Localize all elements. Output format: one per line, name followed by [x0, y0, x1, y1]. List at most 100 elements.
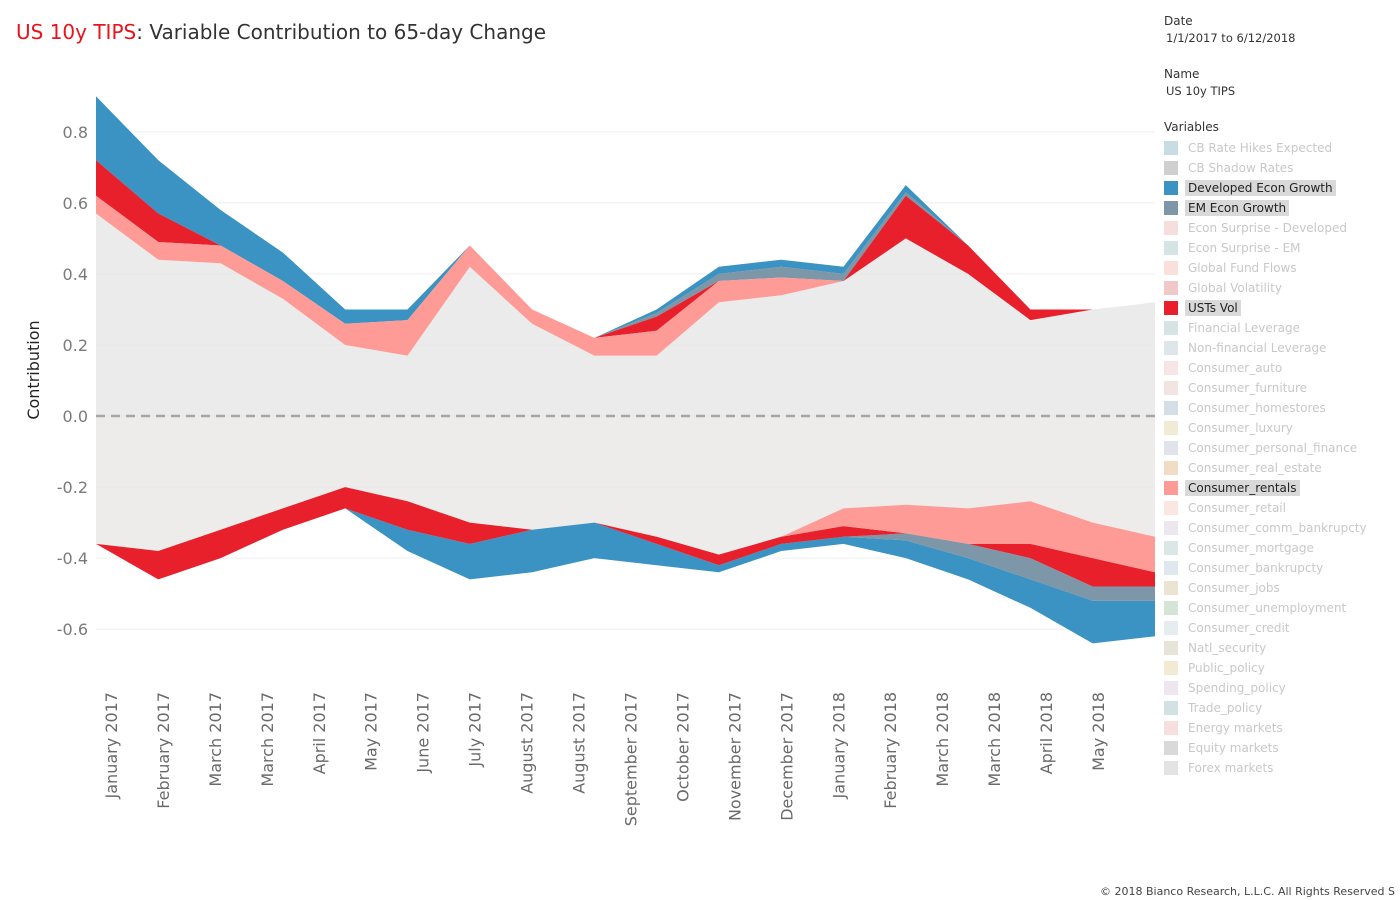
legend-label: Consumer_auto — [1188, 361, 1283, 375]
legend-swatch — [1164, 461, 1178, 475]
legend-item[interactable]: Consumer_luxury — [1164, 418, 1400, 438]
x-tick-label: October 2017 — [673, 692, 692, 802]
legend-label: Consumer_real_estate — [1188, 461, 1322, 475]
area-developed-econ-growth-negative — [96, 508, 1155, 644]
legend-item[interactable]: Developed Econ Growth — [1164, 178, 1400, 198]
legend-item[interactable]: CB Rate Hikes Expected — [1164, 138, 1400, 158]
legend-swatch — [1164, 521, 1178, 535]
legend-item[interactable]: EM Econ Growth — [1164, 198, 1400, 218]
legend-swatch — [1164, 321, 1178, 335]
legend-item[interactable]: Consumer_real_estate — [1164, 458, 1400, 478]
legend-swatch — [1164, 621, 1178, 635]
area-layer — [96, 96, 1155, 644]
x-tick-label: April 2017 — [310, 692, 329, 774]
legend-item[interactable]: Econ Surprise - EM — [1164, 238, 1400, 258]
legend-item[interactable]: Energy markets — [1164, 718, 1400, 738]
x-tick-label: May 2018 — [1089, 692, 1108, 771]
legend-label: Forex markets — [1188, 761, 1274, 775]
legend-swatch — [1164, 301, 1178, 315]
legend-label: Global Volatility — [1188, 281, 1282, 295]
legend-swatch — [1164, 541, 1178, 555]
legend-swatch — [1164, 221, 1178, 235]
x-tick-label: January 2017 — [102, 692, 121, 799]
legend-item[interactable]: Consumer_homestores — [1164, 398, 1400, 418]
legend-item[interactable]: Consumer_bankrupcty — [1164, 558, 1400, 578]
legend-label: USTs Vol — [1185, 300, 1241, 316]
legend-item[interactable]: CB Shadow Rates — [1164, 158, 1400, 178]
title-accent: US 10y TIPS — [16, 20, 137, 44]
legend-label: Developed Econ Growth — [1185, 180, 1336, 196]
legend-item[interactable]: Equity markets — [1164, 738, 1400, 758]
y-tick-label: 0.8 — [63, 123, 88, 142]
legend-label: Consumer_credit — [1188, 621, 1290, 635]
name-filter-value: US 10y TIPS — [1166, 84, 1236, 98]
legend-label: Public_policy — [1188, 661, 1265, 675]
legend-item[interactable]: Consumer_comm_bankrupcty — [1164, 518, 1400, 538]
legend-label: Consumer_mortgage — [1188, 541, 1314, 555]
filter-panel: Date 1/1/2017 to 6/12/2018 Name US 10y T… — [1164, 14, 1400, 778]
legend-item[interactable]: Consumer_auto — [1164, 358, 1400, 378]
legend-item[interactable]: Consumer_mortgage — [1164, 538, 1400, 558]
legend-item[interactable]: Trade_policy — [1164, 698, 1400, 718]
legend-swatch — [1164, 641, 1178, 655]
legend-swatch — [1164, 341, 1178, 355]
copyright-notice: © 2018 Bianco Research, L.L.C. All Right… — [1100, 885, 1395, 898]
x-tick-label: July 2017 — [466, 692, 485, 768]
legend-item[interactable]: Forex markets — [1164, 758, 1400, 778]
name-filter-label: Name — [1164, 67, 1200, 81]
legend-item[interactable]: Consumer_rentals — [1164, 478, 1400, 498]
legend-item[interactable]: Financial Leverage — [1164, 318, 1400, 338]
y-tick-label: 0.6 — [63, 194, 88, 213]
legend-label: Econ Surprise - EM — [1188, 241, 1301, 255]
legend-label: Energy markets — [1188, 721, 1283, 735]
legend-item[interactable]: Econ Surprise - Developed — [1164, 218, 1400, 238]
area-consumer-rentals-negative — [96, 487, 1155, 573]
legend-swatch — [1164, 661, 1178, 675]
date-filter[interactable]: Date 1/1/2017 to 6/12/2018 — [1164, 14, 1400, 45]
legend-swatch — [1164, 141, 1178, 155]
legend-item[interactable]: Consumer_jobs — [1164, 578, 1400, 598]
legend-swatch — [1164, 201, 1178, 215]
legend-swatch — [1164, 281, 1178, 295]
legend-label: Natl_security — [1188, 641, 1267, 655]
legend-item[interactable]: Consumer_furniture — [1164, 378, 1400, 398]
legend-label: Financial Leverage — [1188, 321, 1300, 335]
legend-label: Consumer_jobs — [1188, 581, 1280, 595]
legend-label: Econ Surprise - Developed — [1188, 221, 1347, 235]
name-filter[interactable]: Name US 10y TIPS — [1164, 67, 1400, 98]
legend-swatch — [1164, 721, 1178, 735]
legend-label: CB Rate Hikes Expected — [1188, 141, 1333, 155]
legend-item[interactable]: Consumer_unemployment — [1164, 598, 1400, 618]
y-tick-label: 0.0 — [63, 407, 88, 426]
legend-label: Non-financial Leverage — [1188, 341, 1327, 355]
area-usts-vol-positive — [96, 160, 1155, 338]
legend-label: Consumer_retail — [1188, 501, 1286, 515]
legend-item[interactable]: Non-financial Leverage — [1164, 338, 1400, 358]
variables-legend: CB Rate Hikes Expected CB Shadow Rates Dev… — [1164, 138, 1400, 778]
legend-swatch — [1164, 421, 1178, 435]
legend-item[interactable]: Consumer_credit — [1164, 618, 1400, 638]
date-filter-value: 1/1/2017 to 6/12/2018 — [1166, 31, 1296, 45]
y-tick-label: 0.2 — [63, 336, 88, 355]
date-filter-label: Date — [1164, 14, 1193, 28]
legend-swatch — [1164, 501, 1178, 515]
x-tick-label: February 2018 — [881, 692, 900, 809]
x-tick-label: November 2017 — [725, 692, 744, 821]
legend-label: Consumer_unemployment — [1188, 601, 1347, 615]
y-tick-label: -0.6 — [57, 620, 88, 639]
legend-item[interactable]: Global Volatility — [1164, 278, 1400, 298]
legend-swatch — [1164, 441, 1178, 455]
area-usts-vol-negative — [96, 487, 1155, 587]
legend-swatch — [1164, 401, 1178, 415]
legend-item[interactable]: Consumer_retail — [1164, 498, 1400, 518]
legend-item[interactable]: Public_policy — [1164, 658, 1400, 678]
legend-label: EM Econ Growth — [1185, 200, 1290, 216]
legend-item[interactable]: USTs Vol — [1164, 298, 1400, 318]
legend-swatch — [1164, 481, 1178, 495]
legend-item[interactable]: Natl_security — [1164, 638, 1400, 658]
legend-item[interactable]: Global Fund Flows — [1164, 258, 1400, 278]
legend-item[interactable]: Spending_policy — [1164, 678, 1400, 698]
legend-label: Consumer_personal_finance — [1188, 441, 1358, 455]
legend-item[interactable]: Consumer_personal_finance — [1164, 438, 1400, 458]
chart-title: US 10y TIPS: Variable Contribution to 65… — [16, 20, 546, 44]
